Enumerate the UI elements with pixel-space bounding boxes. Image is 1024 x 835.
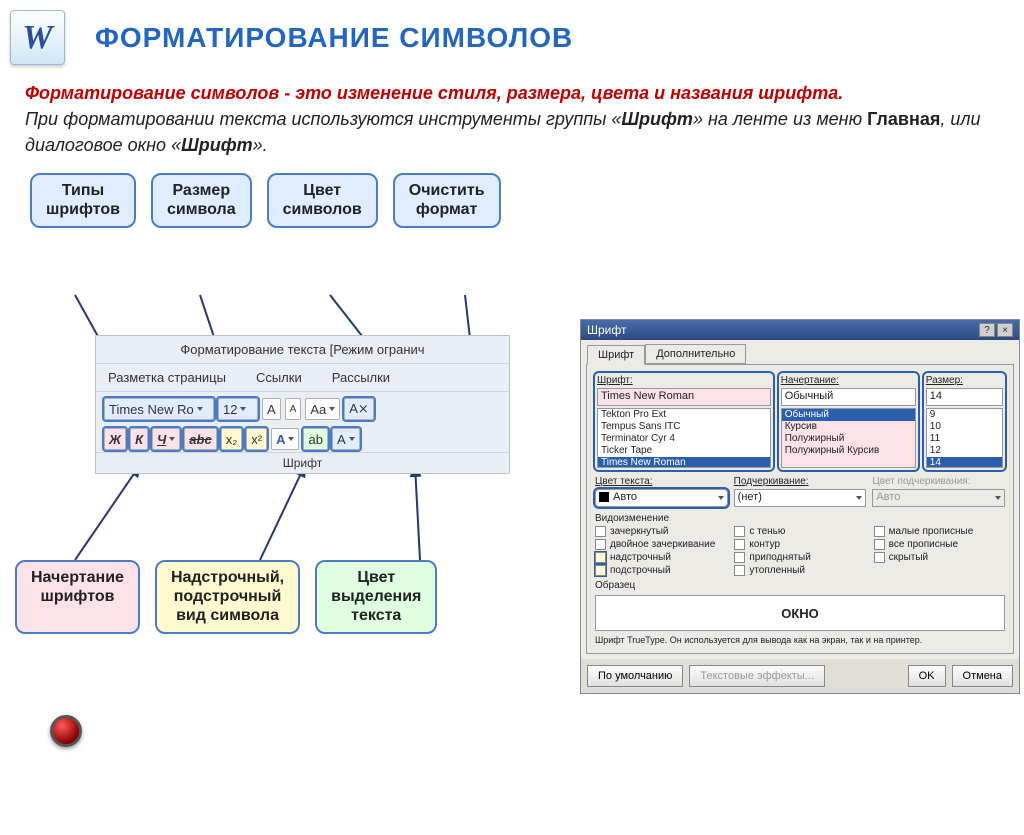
sample-label: Образец <box>595 580 1005 591</box>
default-button[interactable]: По умолчанию <box>587 665 683 687</box>
label-font-style: Начертаниешрифтов <box>15 560 140 634</box>
label-highlight-color: Цветвыделениятекста <box>315 560 437 634</box>
chk-strikethrough[interactable]: зачеркнутый <box>595 526 726 537</box>
tab-mailings[interactable]: Рассылки <box>332 370 390 385</box>
chevron-down-icon <box>718 496 724 500</box>
effects-section-label: Видоизменение <box>595 513 1005 524</box>
font-field-label: Шрифт: <box>597 375 771 386</box>
page-title: ФОРМАТИРОВАНИЕ СИМВОЛОВ <box>95 22 573 54</box>
chk-lowered[interactable]: утопленный <box>734 565 865 576</box>
size-field-label: Размер: <box>926 375 1003 386</box>
highlight-button[interactable]: ab <box>303 428 327 450</box>
font-size-input[interactable]: 14 <box>926 388 1003 406</box>
underline-color-label: Цвет подчеркивания: <box>872 476 1005 487</box>
chevron-down-icon <box>288 437 294 441</box>
chk-double-strike[interactable]: двойное зачеркивание <box>595 539 726 550</box>
ok-button[interactable]: OK <box>908 665 946 687</box>
underline-combo[interactable]: (нет) <box>734 489 867 507</box>
font-hint: Шрифт TrueType. Он используется для выво… <box>595 635 1005 645</box>
label-font-types: Типышрифтов <box>30 173 136 227</box>
italic-button[interactable]: К <box>130 428 148 450</box>
dialog-tab-font[interactable]: Шрифт <box>587 345 645 365</box>
clear-format-button[interactable]: A⨯ <box>344 398 374 420</box>
chk-hidden[interactable]: скрытый <box>874 552 1005 563</box>
chk-shadow[interactable]: с тенью <box>734 526 865 537</box>
chk-subscript[interactable]: подстрочный <box>595 565 726 576</box>
shrink-font-button[interactable]: A <box>285 398 302 420</box>
sample-preview: ОКНО <box>595 595 1005 631</box>
help-icon[interactable]: ? <box>979 323 995 337</box>
chk-outline[interactable]: контур <box>734 539 865 550</box>
chevron-down-icon <box>349 437 355 441</box>
cancel-button[interactable]: Отмена <box>952 665 1013 687</box>
font-style-list[interactable]: Обычный Курсив Полужирный Полужирный Кур… <box>781 408 916 468</box>
underline-label: Подчеркивание: <box>734 476 867 487</box>
label-font-color: Цветсимволов <box>267 173 378 227</box>
intro-line1: Форматирование символов - это изменение … <box>25 80 999 106</box>
tab-links[interactable]: Ссылки <box>256 370 302 385</box>
chevron-down-icon <box>329 407 335 411</box>
strike-button[interactable]: abc <box>184 428 216 450</box>
chk-superscript[interactable]: надстрочный <box>595 552 726 563</box>
label-clear-format: Очиститьформат <box>393 173 501 227</box>
font-size-list[interactable]: 9 10 11 12 14 <box>926 408 1003 468</box>
intro-block: Форматирование символов - это изменение … <box>0 70 1024 158</box>
font-style-input[interactable]: Обычный <box>781 388 916 406</box>
chevron-down-icon <box>197 407 203 411</box>
font-name-combo[interactable]: Times New Ro <box>104 398 214 420</box>
text-color-combo[interactable]: Авто <box>595 489 728 507</box>
ribbon-group-name: Шрифт <box>96 452 509 473</box>
chk-smallcaps[interactable]: малые прописные <box>874 526 1005 537</box>
intro-line2: При форматировании текста используются и… <box>25 106 999 158</box>
chevron-down-icon <box>240 407 246 411</box>
bold-button[interactable]: Ж <box>104 428 126 450</box>
ribbon-panel: Форматирование текста [Режим огранич Раз… <box>95 335 510 474</box>
close-icon[interactable]: × <box>997 323 1013 337</box>
label-font-size: Размерсимвола <box>151 173 252 227</box>
word-icon: W <box>10 10 65 65</box>
font-dialog: Шрифт ? × Шрифт Дополнительно Шрифт: Tim… <box>580 319 1020 694</box>
dialog-title: Шрифт <box>587 323 626 337</box>
underline-color-combo: Авто <box>872 489 1005 507</box>
font-size-combo[interactable]: 12 <box>218 398 258 420</box>
change-case-button[interactable]: Aa <box>305 398 340 420</box>
superscript-button[interactable]: x² <box>246 428 267 450</box>
chk-allcaps[interactable]: все прописные <box>874 539 1005 550</box>
text-effects-button[interactable]: A <box>271 428 299 450</box>
chevron-down-icon <box>995 496 1001 500</box>
font-list[interactable]: Tekton Pro Ext Tempus Sans ITC Terminato… <box>597 408 771 468</box>
callout-arrows <box>20 235 620 835</box>
tab-page-layout[interactable]: Разметка страницы <box>108 370 226 385</box>
chevron-down-icon <box>856 496 862 500</box>
effects-checkboxes: зачеркнутый с тенью малые прописные двой… <box>595 526 1005 576</box>
font-name-input[interactable]: Times New Roman <box>597 388 771 406</box>
dialog-tab-advanced[interactable]: Дополнительно <box>645 344 746 364</box>
text-effects-button: Текстовые эффекты... <box>689 665 825 687</box>
label-sub-sup: Надстрочный,подстрочныйвид символа <box>155 560 300 634</box>
style-field-label: Начертание: <box>781 375 916 386</box>
subscript-button[interactable]: x₂ <box>221 428 243 450</box>
chk-raised[interactable]: приподнятый <box>734 552 865 563</box>
font-color-button[interactable]: A <box>332 428 360 450</box>
chevron-down-icon <box>169 437 175 441</box>
text-color-label: Цвет текста: <box>595 476 728 487</box>
grow-font-button[interactable]: A <box>262 398 281 420</box>
underline-button[interactable]: Ч <box>152 428 180 450</box>
ribbon-title: Форматирование текста [Режим огранич <box>96 336 509 364</box>
record-button[interactable] <box>50 715 82 747</box>
